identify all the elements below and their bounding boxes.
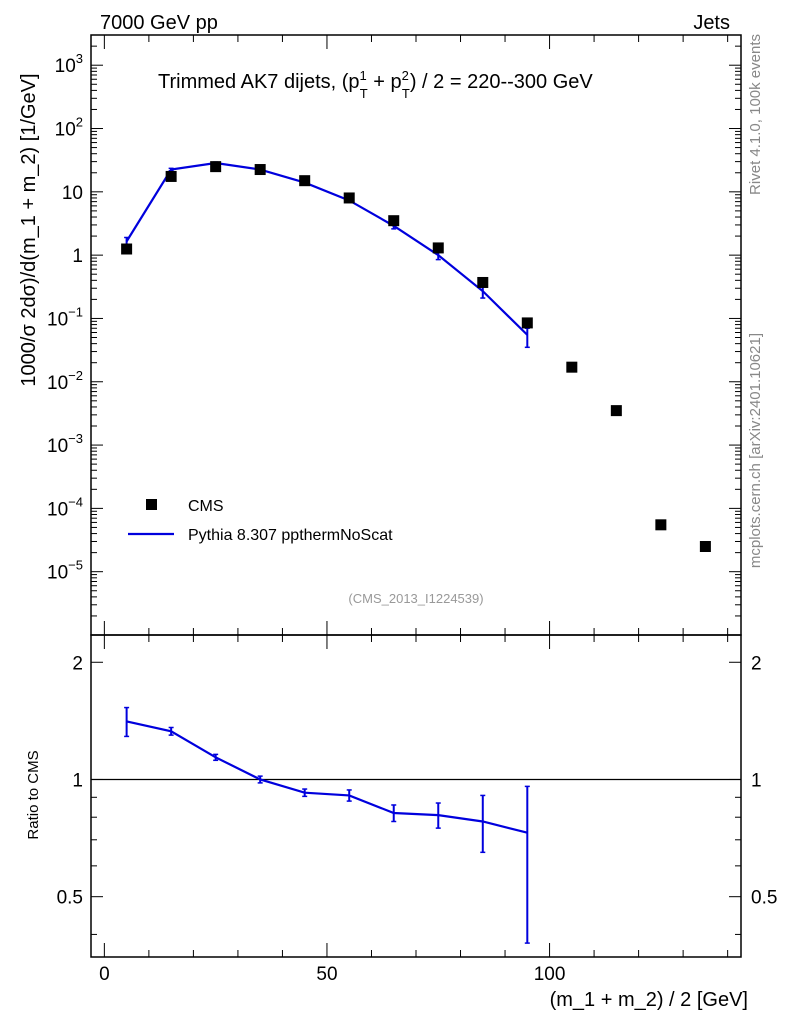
y-tick-label-exponent: −2: [68, 368, 83, 383]
data-point: [210, 161, 222, 173]
y-tick-label-base: 10: [47, 309, 68, 330]
ratio-plot-frame: [90, 634, 742, 958]
rivet-version-text: Rivet 4.1.0, 100k events: [747, 34, 764, 195]
y-tick-label: 10−3: [47, 431, 83, 457]
y-tick-label-base: 1: [72, 246, 83, 267]
mcplots-reference-text: mcplots.cern.ch [arXiv:2401.10621]: [747, 333, 764, 568]
y-tick-label-base: 10: [47, 373, 68, 394]
plot-title-mid: + p: [368, 71, 402, 93]
plot-title-sup1: 1: [360, 68, 367, 83]
mc-series-line: [125, 161, 529, 336]
ratio-y-tick-label: 1: [72, 770, 83, 791]
y-tick-label: 10−1: [47, 304, 83, 330]
data-point: [343, 192, 355, 204]
data-point: [655, 519, 667, 531]
ratio-y-tick-label: 0.5: [57, 888, 83, 909]
ratio-y-tick-label: 0.5: [751, 888, 777, 909]
plot-title-sup2: 2: [402, 68, 409, 83]
y-tick-label-base: 10: [55, 56, 76, 77]
x-tick-label: 50: [316, 964, 337, 985]
y-tick-label: 10−5: [47, 558, 83, 584]
y-tick-label-base: 10: [62, 183, 83, 204]
header-left: 7000 GeV pp: [100, 12, 218, 34]
analysis-id: (CMS_2013_I1224539): [348, 591, 483, 606]
data-point: [121, 243, 133, 255]
y-tick-label-base: 10: [55, 120, 76, 141]
data-point: [388, 215, 400, 227]
y-tick-label-exponent: −5: [68, 558, 83, 573]
y-tick-label-base: 10: [47, 499, 68, 520]
plot-title-suffix: ) / 2 = 220--300 GeV: [410, 71, 594, 93]
legend-mc-label: Pythia 8.307 ppthermNoScat: [188, 527, 393, 544]
legend-data-label: CMS: [188, 498, 224, 515]
y-tick-label-exponent: 2: [76, 115, 83, 130]
data-point: [566, 361, 578, 373]
x-axis-label: (m_1 + m_2) / 2 [GeV]: [550, 989, 748, 1011]
plot-title-sub1: T: [360, 86, 368, 101]
ratio-y-tick-label: 1: [751, 770, 762, 791]
ratio-y-tick-label: 2: [751, 653, 762, 674]
y-tick-label-exponent: −4: [68, 494, 83, 509]
plot-title-sub2: T: [402, 86, 410, 101]
y-tick-label: 10−2: [47, 368, 83, 394]
data-point: [610, 405, 622, 417]
y-tick-label: 10: [62, 183, 83, 204]
y-tick-label-exponent: −3: [68, 431, 83, 446]
plot-title-prefix: Trimmed AK7 dijets, (p: [158, 71, 360, 93]
main-plot-frame: [90, 34, 742, 636]
data-point: [254, 164, 266, 176]
y-tick-label: 103: [55, 51, 83, 77]
ratio-y-tick-label: 2: [72, 653, 83, 674]
data-point: [299, 175, 311, 187]
y-tick-label: 1: [72, 246, 83, 267]
data-point: [521, 317, 533, 329]
y-tick-label-base: 10: [47, 563, 68, 584]
data-point: [165, 170, 177, 182]
header-right: Jets: [693, 12, 730, 34]
plot-title: Trimmed AK7 dijets, (p1 T + p2 T) / 2 = 22…: [158, 68, 593, 101]
y-axis-label: 1000/σ 2dσ)/d(m_1 + m_2) [1/GeV]: [18, 73, 40, 386]
y-tick-label: 10−4: [47, 494, 83, 520]
x-tick-label: 0: [99, 964, 110, 985]
legend-data-marker: [146, 499, 157, 510]
y-tick-label: 102: [55, 115, 83, 141]
y-tick-label-exponent: 3: [76, 51, 83, 66]
data-point: [432, 242, 444, 254]
x-tick-label: 100: [534, 964, 566, 985]
y-tick-label-base: 10: [47, 436, 68, 457]
data-point: [699, 540, 711, 552]
ratio-y-axis-label: Ratio to CMS: [25, 750, 42, 839]
data-point: [477, 276, 489, 288]
y-tick-label-exponent: −1: [68, 304, 83, 319]
ratio-series-line: [126, 720, 528, 834]
